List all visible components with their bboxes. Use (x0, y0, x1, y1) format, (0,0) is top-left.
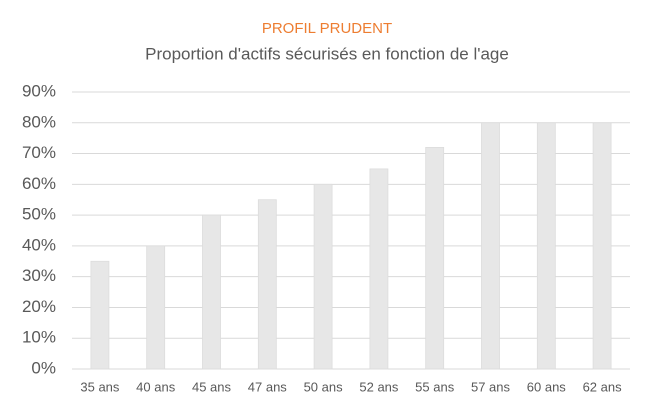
y-tick-label: 90% (22, 81, 56, 100)
y-tick-label: 30% (22, 266, 56, 285)
x-tick-label: 47 ans (248, 379, 288, 394)
y-tick-label: 70% (22, 143, 56, 162)
x-tick-label: 62 ans (583, 379, 623, 394)
bar (90, 260, 110, 370)
bar (481, 122, 500, 370)
x-tick-label: 60 ans (527, 379, 567, 394)
y-tick-label: 80% (22, 112, 56, 131)
bar (592, 122, 612, 370)
y-tick-label: 40% (22, 235, 56, 254)
bar (369, 168, 389, 370)
bar (425, 146, 445, 370)
x-tick-label: 35 ans (80, 379, 120, 394)
x-tick-label: 57 ans (471, 379, 511, 394)
x-tick-label: 40 ans (136, 379, 176, 394)
y-tick-label: 20% (22, 297, 56, 316)
x-tick-label: 55 ans (415, 379, 455, 394)
bar (257, 199, 277, 370)
x-tick-label: 52 ans (359, 379, 399, 394)
bar (202, 214, 221, 370)
x-tick-label: 50 ans (304, 379, 344, 394)
y-tick-label: 50% (22, 205, 56, 224)
chart-subtitle: Proportion d'actifs sécurisés en fonctio… (145, 44, 509, 63)
x-tick-label: 45 ans (192, 379, 232, 394)
bar (146, 245, 166, 370)
y-tick-label: 0% (31, 358, 56, 377)
bar (313, 183, 333, 370)
chart-title: PROFIL PRUDENT (262, 20, 392, 37)
y-tick-label: 60% (22, 174, 56, 193)
bar (536, 122, 556, 370)
y-tick-label: 10% (22, 328, 56, 347)
